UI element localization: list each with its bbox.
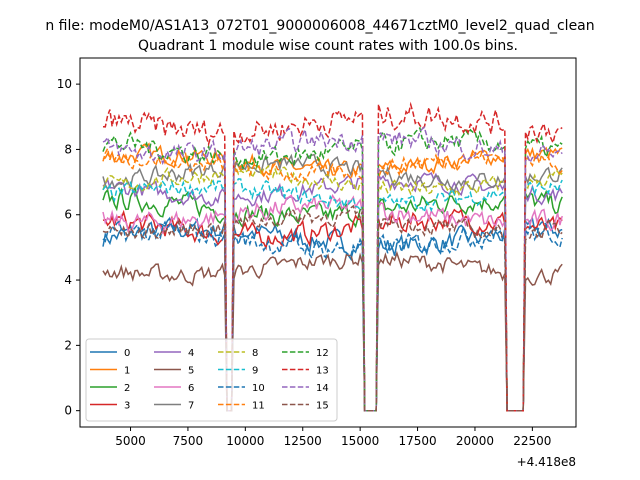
legend-label-14: 14 — [316, 383, 329, 394]
series-line-2 — [102, 186, 563, 412]
series-lines — [102, 101, 563, 412]
series-line-10 — [102, 220, 563, 412]
x-tick-label: 7500 — [173, 434, 204, 448]
y-axis: 0 2 4 6 8 10 — [57, 77, 80, 418]
legend-label-4: 4 — [188, 348, 194, 359]
legend-box — [85, 338, 338, 422]
legend-label-7: 7 — [188, 401, 194, 412]
x-tick-label: 22500 — [513, 434, 551, 448]
x-tick-label: 20000 — [456, 434, 494, 448]
legend-label-13: 13 — [316, 366, 329, 377]
series-line-11 — [102, 146, 563, 412]
legend-label-11: 11 — [252, 401, 265, 412]
y-tick-label: 10 — [57, 77, 72, 91]
legend-label-3: 3 — [124, 401, 130, 412]
series-line-4 — [102, 171, 563, 412]
series-line-3 — [102, 208, 563, 412]
y-tick-label: 4 — [64, 273, 72, 287]
legend-label-2: 2 — [124, 383, 130, 394]
legend-label-15: 15 — [316, 401, 329, 412]
series-line-14 — [102, 126, 563, 412]
legend-label-10: 10 — [252, 383, 265, 394]
legend-label-8: 8 — [252, 348, 258, 359]
figure-suptitle: n file: modeM0/AS1A13_072T01_9000006008_… — [45, 18, 594, 34]
series-line-0 — [102, 216, 563, 412]
plot-frame — [79, 57, 577, 428]
series-line-1 — [102, 142, 563, 412]
y-tick-label: 2 — [64, 338, 72, 352]
chart-title: Quadrant 1 module wise count rates with … — [138, 38, 518, 54]
series-line-9 — [102, 178, 563, 412]
legend-label-6: 6 — [188, 383, 194, 394]
series-line-13 — [102, 101, 563, 412]
x-tick-label: 12500 — [284, 434, 322, 448]
y-tick-label: 6 — [64, 208, 72, 222]
y-tick-label: 8 — [64, 142, 72, 156]
series-line-5 — [102, 250, 563, 412]
x-tick-label: 17500 — [398, 434, 436, 448]
y-tick-label: 0 — [64, 404, 72, 418]
legend-label-12: 12 — [316, 348, 329, 359]
legend-label-1: 1 — [124, 366, 130, 377]
x-axis: 5000 7500 10000 12500 15000 17500 20000 22500 — [115, 427, 551, 448]
legend-label-5: 5 — [188, 366, 194, 377]
x-tick-label: 10000 — [226, 434, 264, 448]
legend-label-9: 9 — [252, 366, 258, 377]
legend-label-0: 0 — [124, 348, 130, 359]
x-tick-label: 15000 — [341, 434, 379, 448]
x-offset-label: +4.418e8 — [517, 455, 576, 469]
x-tick-label: 5000 — [115, 434, 146, 448]
series-line-15 — [102, 204, 563, 412]
series-line-8 — [102, 164, 563, 412]
series-line-7 — [102, 153, 563, 412]
